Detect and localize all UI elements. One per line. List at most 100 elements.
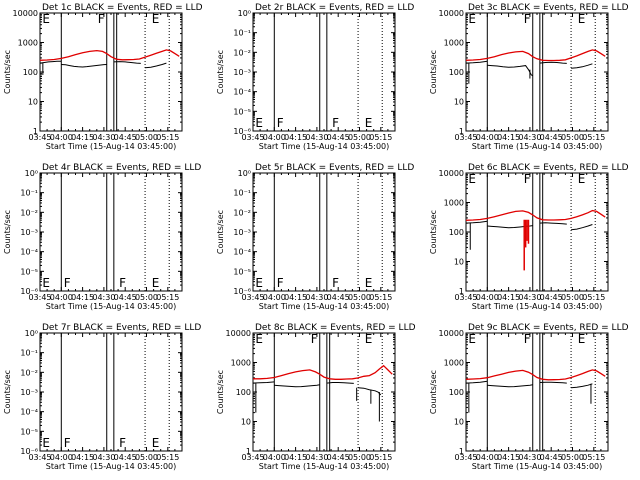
segment-label: E xyxy=(365,276,373,290)
y-axis-title: Counts/sec xyxy=(216,370,225,414)
series-events-line xyxy=(571,383,593,389)
x-tick-label: 04:00 xyxy=(476,133,499,142)
x-tick-label: 05:00 xyxy=(348,453,371,462)
y-tick-label: 1 xyxy=(33,127,38,136)
y-tick-label: 10⁻⁶ xyxy=(20,287,38,296)
x-tick-label: 04:30 xyxy=(92,133,115,142)
y-tick-label: 1 xyxy=(459,127,464,136)
x-tick-label: 04:30 xyxy=(92,293,115,302)
x-tick-label: 05:15 xyxy=(582,453,605,462)
segment-label: E xyxy=(255,276,263,290)
y-axis-title: Counts/sec xyxy=(3,370,12,414)
x-tick-label: 04:15 xyxy=(71,293,94,302)
y-tick-label: 10⁻⁵ xyxy=(233,107,251,116)
y-tick-label: 10⁻³ xyxy=(20,228,38,237)
y-tick-label: 1000 xyxy=(444,39,464,48)
y-tick-label: 10 xyxy=(454,418,464,427)
y-tick-label: 10 xyxy=(454,98,464,107)
y-tick-label: 10⁰ xyxy=(238,169,251,178)
panel-title: Det 7r BLACK = Events, RED = LLD xyxy=(42,323,201,333)
y-tick-label: 10⁰ xyxy=(25,169,38,178)
x-tick-label: 03:45 xyxy=(28,453,51,462)
y-tick-label: 10000 xyxy=(13,9,38,18)
y-tick-label: 10⁻² xyxy=(20,208,38,217)
y-tick-label: 1 xyxy=(459,287,464,296)
series-events-line xyxy=(539,61,567,64)
x-tick-label: 04:00 xyxy=(263,453,286,462)
x-tick-label: 04:15 xyxy=(284,133,307,142)
x-tick-label: 04:45 xyxy=(327,453,350,462)
x-tick-label: 04:00 xyxy=(50,133,73,142)
segment-label: F xyxy=(64,276,71,290)
series-lld-line xyxy=(253,364,393,380)
x-tick-label: 05:15 xyxy=(156,453,179,462)
y-tick-label: 10⁻² xyxy=(20,368,38,377)
x-tick-label: 05:00 xyxy=(561,453,584,462)
x-axis-title: Start Time (15-Aug-14 03:45:00) xyxy=(472,462,603,471)
series-events-line xyxy=(571,224,593,231)
segment-label: F xyxy=(119,436,126,450)
x-axis-title: Start Time (15-Aug-14 03:45:00) xyxy=(259,462,390,471)
y-tick-label: 1 xyxy=(459,447,464,456)
x-tick-label: 04:00 xyxy=(263,133,286,142)
series-lld-line xyxy=(465,209,606,221)
segment-label: F xyxy=(277,116,284,130)
x-tick-label: 05:00 xyxy=(135,453,158,462)
y-tick-label: 10 xyxy=(28,98,38,107)
x-axis-title: Start Time (15-Aug-14 03:45:00) xyxy=(46,142,177,151)
panel-title: Det 4r BLACK = Events, RED = LLD xyxy=(42,163,201,173)
y-tick-label: 1 xyxy=(246,447,251,456)
x-tick-label: 03:45 xyxy=(28,133,51,142)
series-events-line xyxy=(358,387,382,396)
segment-label: F xyxy=(524,12,531,26)
x-tick-label: 05:15 xyxy=(369,133,392,142)
series-events-line xyxy=(113,61,141,64)
series-events-line xyxy=(465,60,488,64)
panel-4: Det 4r BLACK = Events, RED = LLD 10⁻⁶ 10⁻⁵… xyxy=(3,163,201,311)
x-tick-label: 04:45 xyxy=(540,453,563,462)
panel-3: Det 3c BLACK = Events, RED = LLD 1 10 100 10… xyxy=(429,3,629,151)
y-tick-label: 100 xyxy=(23,68,38,77)
y-tick-label: 10000 xyxy=(439,9,464,18)
x-tick-label: 04:15 xyxy=(497,293,520,302)
x-tick-label: 03:45 xyxy=(241,293,264,302)
series-events-line xyxy=(326,382,354,384)
x-tick-label: 04:45 xyxy=(114,133,137,142)
segment-label: E xyxy=(578,332,586,346)
x-tick-label: 05:15 xyxy=(156,293,179,302)
x-tick-label: 04:30 xyxy=(518,453,541,462)
panel-title: Det 1c BLACK = Events, RED = LLD xyxy=(42,3,203,13)
x-tick-label: 04:30 xyxy=(305,293,328,302)
y-tick-label: 10⁰ xyxy=(25,329,38,338)
y-tick-label: 10 xyxy=(454,258,464,267)
segment-label: E xyxy=(42,436,50,450)
segment-label: E xyxy=(255,332,263,346)
panel-title: Det 6c BLACK = Events, RED = LLD xyxy=(468,163,629,173)
panel-7: Det 7r BLACK = Events, RED = LLD 10⁻⁶ 10⁻⁵… xyxy=(3,323,201,471)
series-lld-line xyxy=(39,49,180,61)
segment-label: E xyxy=(468,172,476,186)
x-axis-title: Start Time (15-Aug-14 03:45:00) xyxy=(46,302,177,311)
y-tick-label: 10⁻³ xyxy=(233,228,251,237)
y-tick-label: 10⁻³ xyxy=(20,388,38,397)
y-tick-label: 10⁻¹ xyxy=(20,189,38,198)
segment-label: F xyxy=(64,436,71,450)
panel-title: Det 8c BLACK = Events, RED = LLD xyxy=(255,323,416,333)
x-tick-label: 04:00 xyxy=(263,293,286,302)
y-tick-label: 10000 xyxy=(226,329,251,338)
y-tick-label: 1000 xyxy=(444,199,464,208)
segment-label: E xyxy=(152,12,160,26)
panel-2: Det 2r BLACK = Events, RED = LLD 10⁻⁶ 10⁻⁵… xyxy=(216,3,414,151)
x-tick-label: 04:00 xyxy=(50,293,73,302)
series-events-line xyxy=(539,381,567,384)
series-events-line xyxy=(61,64,107,68)
series-events-line xyxy=(252,381,275,384)
series-events-line xyxy=(571,63,593,69)
segment-label: F xyxy=(332,116,339,130)
x-tick-label: 05:00 xyxy=(348,293,371,302)
series-events-line xyxy=(145,62,167,69)
segment-label: F xyxy=(98,12,105,26)
x-tick-label: 05:00 xyxy=(561,133,584,142)
panel-9: Det 9c BLACK = Events, RED = LLD 1 10 100 10… xyxy=(429,323,629,471)
y-tick-label: 10⁻⁶ xyxy=(233,287,251,296)
